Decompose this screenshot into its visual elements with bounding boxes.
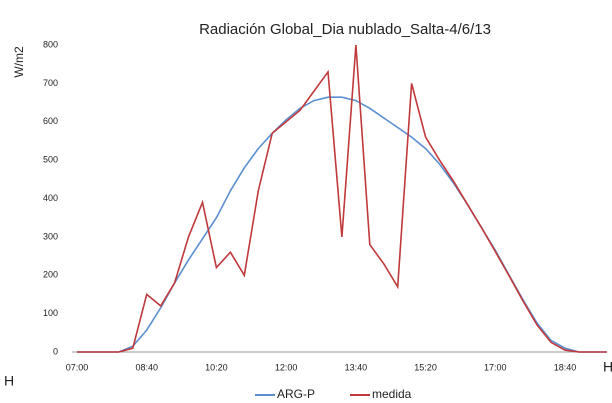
x-tick-label: 10:20 <box>205 362 228 372</box>
y-tick-label: 200 <box>43 270 58 280</box>
x-tick-label: 13:40 <box>345 362 368 372</box>
y-tick-label: 400 <box>43 193 58 203</box>
x-tick-label: 12:00 <box>275 362 298 372</box>
y-tick-label: 300 <box>43 231 58 241</box>
y-tick-label: 100 <box>43 308 58 318</box>
series-line <box>77 44 607 353</box>
x-tick-label: 08:40 <box>135 362 158 372</box>
annotation: H <box>603 359 612 375</box>
y-tick-label: 500 <box>43 155 58 165</box>
y-tick-label: 600 <box>43 116 58 126</box>
y-tick-label: 700 <box>43 78 58 88</box>
x-tick-label: 18:40 <box>554 362 577 372</box>
series-line <box>77 96 607 353</box>
chart-title: Radiación Global_Dia nublado_Salta-4/6/1… <box>199 21 491 38</box>
x-tick-label: 07:00 <box>66 362 89 372</box>
y-axis-label: W/m2 <box>12 46 26 78</box>
y-tick-label: 800 <box>43 39 58 49</box>
annotation: H <box>4 373 14 389</box>
legend-label: medida <box>372 387 412 401</box>
x-tick-label: 17:00 <box>484 362 507 372</box>
y-tick-label: 0 <box>53 346 58 356</box>
legend-label: ARG-P <box>277 387 315 401</box>
x-tick-label: 15:20 <box>414 362 437 372</box>
